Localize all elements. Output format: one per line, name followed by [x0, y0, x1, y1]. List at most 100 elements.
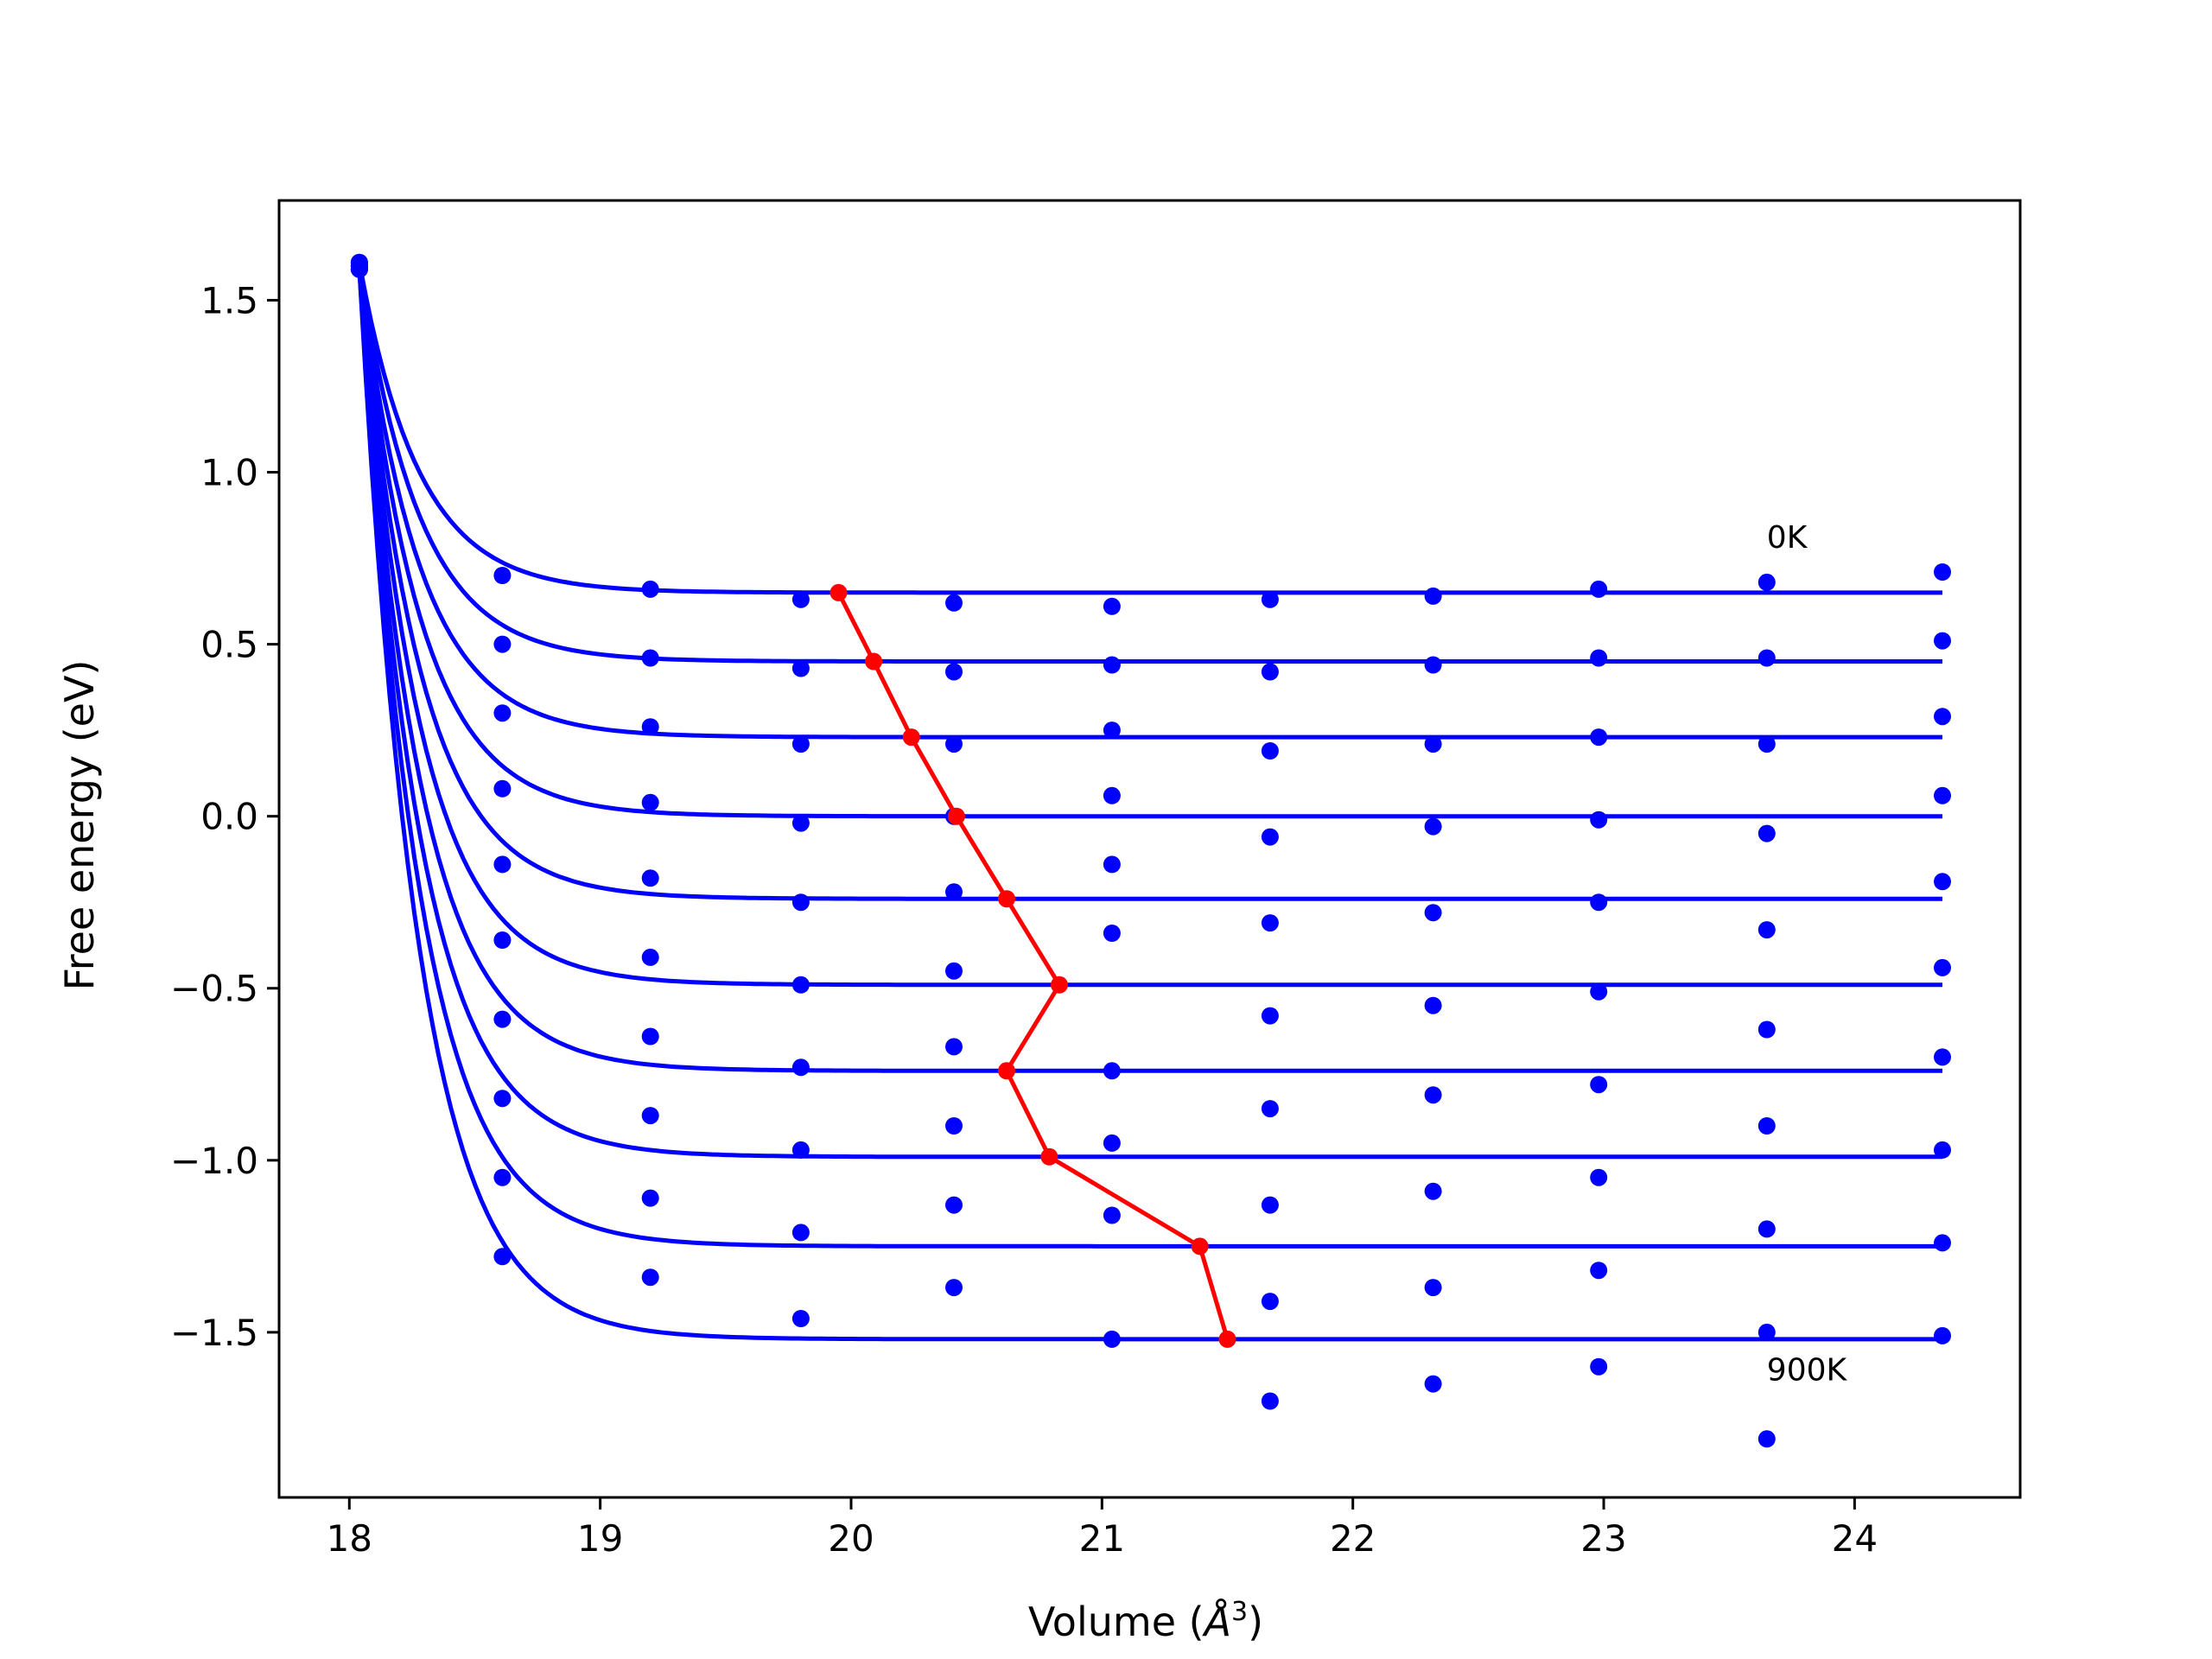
data-point [1103, 925, 1121, 942]
data-point [1934, 1141, 1951, 1159]
data-point [1590, 1262, 1608, 1280]
data-point [1758, 1220, 1776, 1238]
data-point [641, 649, 659, 667]
data-point [1758, 1323, 1776, 1341]
data-point [1758, 824, 1776, 842]
data-point [791, 1310, 810, 1327]
x-tick-label: 19 [577, 1517, 623, 1560]
y-tick-label: −1.5 [170, 1312, 258, 1354]
data-point [641, 580, 659, 598]
fit-curve-6 [357, 269, 1942, 1073]
minimum-point [998, 890, 1015, 908]
data-point [1934, 1234, 1951, 1252]
data-point [1934, 786, 1951, 804]
data-point [1103, 721, 1121, 740]
data-point [1424, 587, 1442, 605]
data-point [1590, 1076, 1608, 1094]
data-point [641, 793, 659, 811]
data-point [1424, 1086, 1442, 1104]
data-point [493, 635, 512, 653]
data-point [1103, 597, 1121, 615]
data-point [945, 1196, 963, 1214]
data-point [493, 1090, 512, 1108]
data-point [1934, 1326, 1951, 1344]
data-point [493, 1248, 512, 1266]
x-tick-label: 24 [1832, 1517, 1878, 1560]
data-point [1758, 573, 1776, 591]
data-point [1934, 708, 1951, 726]
fit-curve-0 [357, 262, 1942, 595]
data-point [1103, 786, 1121, 804]
data-point [350, 260, 368, 278]
fit-curve-3 [357, 265, 1942, 819]
plot-frame [277, 199, 2022, 1499]
data-point [1103, 855, 1121, 874]
data-point [1590, 728, 1608, 747]
data-point [493, 567, 512, 584]
fit-curve-2 [357, 265, 1942, 740]
minimum-path [830, 583, 1236, 1348]
x-tick-label: 18 [327, 1517, 372, 1560]
data-point [493, 1168, 512, 1186]
data-point [1590, 580, 1608, 598]
data-point [791, 1224, 810, 1242]
minimum-point [830, 583, 848, 601]
data-point [641, 1107, 659, 1125]
fit-curve-7 [357, 269, 1942, 1160]
data-point [1758, 649, 1776, 667]
annotation-label: 0K [1767, 520, 1808, 556]
data-point [945, 1279, 963, 1297]
fit-curve-1 [357, 262, 1942, 664]
x-tick-label: 22 [1330, 1517, 1376, 1560]
data-point [945, 663, 963, 681]
data-point [1261, 1100, 1279, 1118]
data-point [641, 718, 659, 736]
fit-curves [357, 262, 1942, 1342]
data-point [493, 1010, 512, 1028]
data-point [1424, 1375, 1442, 1393]
data-point [1424, 817, 1442, 836]
minimum-point [998, 1062, 1015, 1080]
data-point [1424, 904, 1442, 922]
minimum-point [1191, 1237, 1209, 1255]
data-point [493, 704, 512, 722]
data-point [641, 1189, 659, 1207]
annotations: 0K 900K [1767, 520, 1848, 1389]
y-tick-label: 1.0 [200, 452, 258, 494]
data-point [1758, 1430, 1776, 1448]
data-point [1590, 982, 1608, 1001]
data-point [1424, 735, 1442, 753]
data-point [791, 590, 810, 608]
data-point [1590, 893, 1608, 912]
fit-curve-9 [357, 269, 1942, 1342]
minimum-point [1040, 1147, 1058, 1166]
data-point [791, 735, 810, 753]
data-point [1590, 810, 1608, 829]
minimum-point [902, 728, 920, 747]
data-point [791, 659, 810, 677]
data-point [1424, 656, 1442, 674]
data-point [791, 814, 810, 832]
data-point [1590, 1357, 1608, 1376]
data-point [791, 893, 810, 912]
y-axis-label: Free energy (eV) [56, 660, 103, 991]
data-point [945, 962, 963, 980]
data-point [1261, 742, 1279, 760]
data-point [1261, 1293, 1279, 1311]
y-tick-label: −0.5 [170, 968, 258, 1010]
data-point [1103, 1330, 1121, 1348]
y-tick-label: 0.5 [200, 624, 258, 666]
data-point [1934, 563, 1951, 581]
data-points [350, 253, 1951, 1448]
data-point [641, 1268, 659, 1287]
data-point [945, 1038, 963, 1056]
y-tick-label: −1.0 [170, 1140, 258, 1182]
data-point [1103, 656, 1121, 674]
y-tick-label: 0.0 [200, 796, 258, 838]
minimum-path-line [836, 591, 1230, 1340]
data-point [945, 1117, 963, 1135]
data-point [1261, 663, 1279, 681]
data-point [641, 948, 659, 966]
y-axis-ticks: 1.5 1.0 0.5 0.0 −0.5 −1.0 −1.5 [170, 279, 279, 1354]
annotation-label: 900K [1767, 1353, 1848, 1389]
